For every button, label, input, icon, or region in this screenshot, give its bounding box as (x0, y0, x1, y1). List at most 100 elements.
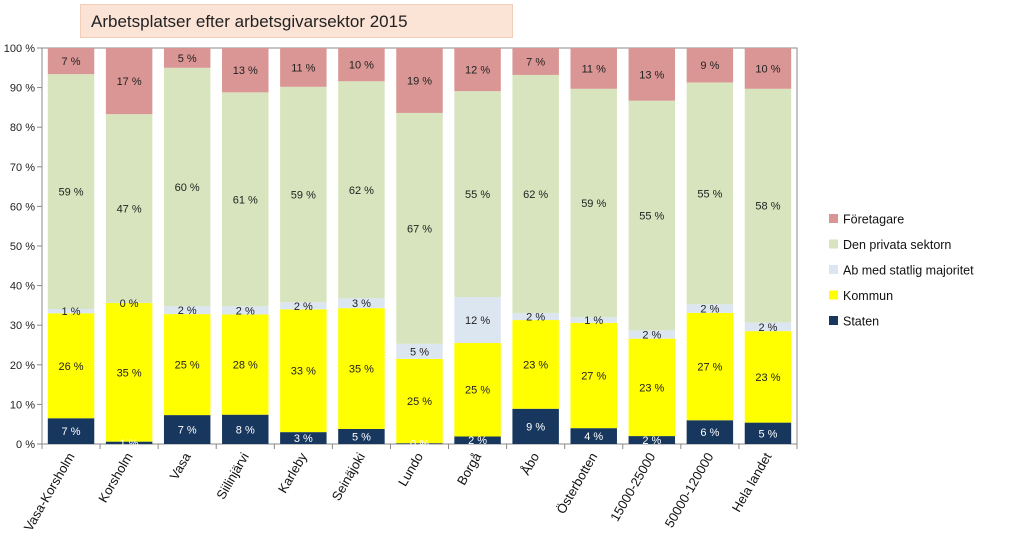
data-label: 7 % (178, 425, 197, 437)
data-label: 9 % (700, 60, 719, 72)
bar-segment (47, 308, 95, 314)
data-label: 7 % (526, 56, 545, 68)
x-tick-label: 15000-25000 (607, 450, 658, 524)
bar-segment (454, 91, 501, 298)
legend-label: Den privata sektorn (843, 238, 951, 252)
data-label: 2 % (758, 322, 777, 334)
bar-segment (454, 436, 501, 444)
data-label: 2 % (526, 311, 545, 323)
data-label: 7 % (62, 56, 81, 68)
x-tick-label: Karleby (275, 450, 310, 496)
legend-label: Staten (843, 315, 879, 329)
data-label: 25 % (407, 396, 432, 408)
x-tick-label: Vasa-Korsholm (21, 450, 78, 534)
legend-swatch (829, 290, 838, 300)
x-tick-label: Hela landet (729, 450, 775, 515)
legend-swatch (829, 214, 838, 223)
bar-segment (163, 415, 211, 444)
bar-segment (280, 86, 327, 303)
bar-segment (628, 100, 676, 331)
data-label: 2 % (642, 435, 661, 447)
bar-segment (105, 48, 153, 115)
data-label: 19 % (407, 75, 432, 87)
bar-segment (338, 48, 385, 82)
bar-segment (570, 317, 617, 323)
data-label: 2 % (178, 305, 197, 317)
data-label: 1 % (120, 438, 139, 450)
data-label: 23 % (639, 382, 664, 394)
bar-segment (338, 298, 385, 309)
bar-segment (454, 343, 501, 437)
x-tick-label: Korsholm (95, 450, 135, 505)
bar-segment (454, 48, 501, 92)
legend-swatch (829, 265, 838, 274)
x-tick-label: Borgå (454, 449, 485, 487)
bar-segment (454, 297, 501, 344)
bar-segment (628, 330, 676, 339)
y-tick-label: 90 % (10, 83, 35, 95)
x-tick-label: Åbo (518, 450, 543, 478)
data-label: 2 % (700, 304, 719, 316)
bar-segment (396, 48, 443, 113)
bar-segment (338, 81, 385, 299)
bar-segment (570, 322, 617, 429)
data-label: 5 % (178, 53, 197, 65)
bar-segment (105, 441, 153, 444)
y-tick-label: 30 % (10, 320, 35, 332)
bar-segment (105, 114, 153, 303)
data-label: 1 % (584, 315, 603, 327)
data-label: 5 % (758, 428, 777, 440)
bar-labels: 7 % 26 % 1 % 59 % 7 % 1 % 35 % 0 % 47 % 17 % 7 % 25… (58, 53, 780, 451)
data-label: 2 % (642, 330, 661, 342)
data-label: 61 % (233, 194, 258, 206)
bar-segment (163, 306, 211, 315)
bar-segment (163, 48, 211, 68)
data-label: 27 % (697, 362, 722, 374)
bar-segment (222, 92, 269, 307)
y-tick-label: 10 % (10, 399, 35, 411)
bar-segment (686, 420, 734, 444)
data-label: 59 % (58, 187, 83, 199)
data-label: 2 % (236, 305, 255, 317)
bar-segment (222, 306, 269, 315)
y-tick-label: 20 % (10, 360, 35, 372)
data-label: 28 % (233, 360, 258, 372)
bar-segment (47, 48, 95, 75)
data-label: 9 % (526, 421, 545, 433)
data-label: 5 % (352, 431, 371, 443)
data-label: 62 % (349, 185, 374, 197)
bar-segment (686, 304, 734, 313)
bar-segment (105, 303, 153, 442)
data-label: 23 % (755, 372, 780, 384)
bar-segment (744, 322, 792, 332)
bar-segment (396, 358, 443, 444)
y-tick-label: 0 % (16, 439, 35, 451)
bar-segment (628, 436, 676, 444)
data-label: 5 % (410, 346, 429, 358)
bar-segment (744, 88, 792, 323)
data-label: 55 % (639, 211, 664, 223)
bar-segment (686, 82, 734, 305)
legend-swatch (829, 239, 838, 249)
bar-segment (280, 432, 327, 444)
data-label: 23 % (523, 359, 548, 371)
bar-segment (396, 112, 443, 344)
data-label: 60 % (175, 182, 200, 194)
bar-segment (222, 48, 269, 93)
data-label: 3 % (352, 298, 371, 310)
data-label: 6 % (700, 427, 719, 439)
data-label: 17 % (117, 76, 142, 88)
data-label: 10 % (349, 60, 374, 72)
y-axis: 0 % 10 % 20 % 30 % 40 % 50 % 60 % 70 % 80 % 90 % 1… (4, 43, 42, 451)
y-tick-label: 60 % (10, 201, 35, 213)
data-label: 25 % (175, 360, 200, 372)
data-label: 7 % (62, 426, 81, 438)
data-label: 0 % (410, 439, 429, 451)
data-label: 4 % (584, 431, 603, 443)
data-label: 67 % (407, 223, 432, 235)
bar-segment (512, 408, 559, 444)
bar-segment (396, 343, 443, 359)
bar-segment (163, 314, 211, 416)
x-tick-label: Lundo (395, 450, 426, 489)
